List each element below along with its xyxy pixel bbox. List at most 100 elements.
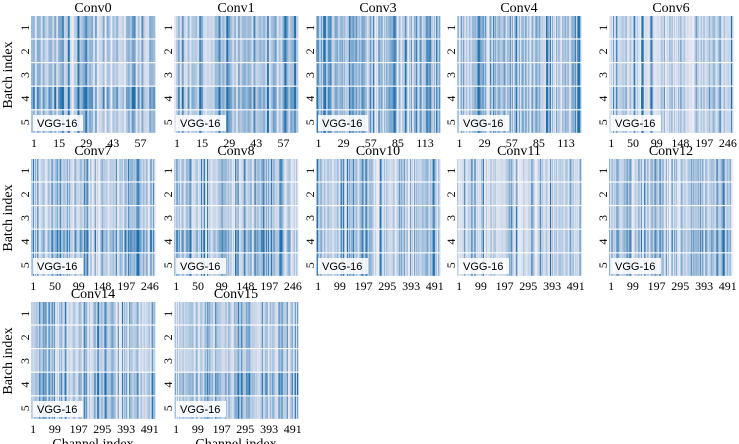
heatmap-cell <box>466 182 468 205</box>
heatmap-cell <box>547 16 550 39</box>
x-tick-label: 1 <box>173 279 179 293</box>
heatmap-cell <box>41 182 43 205</box>
heatmap-cell <box>570 182 573 205</box>
heatmap-cell <box>270 86 274 110</box>
heatmap-cell <box>340 182 343 205</box>
heatmap-cell <box>506 206 508 229</box>
heatmap-cell <box>621 86 623 110</box>
heatmap-cell <box>500 206 502 229</box>
heatmap-cell <box>62 182 64 205</box>
heatmap-cell <box>228 63 231 86</box>
heatmap-cell <box>472 182 474 205</box>
heatmap-cell <box>706 39 708 62</box>
heatmap-cell <box>566 63 568 86</box>
heatmap-cell <box>519 39 521 62</box>
heatmap-cell <box>62 63 65 86</box>
heatmap-cell <box>100 182 102 205</box>
heatmap-cell <box>278 63 281 86</box>
heatmap-cell <box>534 63 536 86</box>
heatmap-cell <box>46 159 48 182</box>
heatmap-cell <box>357 182 359 205</box>
heatmap-cell <box>60 229 63 253</box>
heatmap-cell <box>216 229 218 253</box>
heatmap-cell <box>578 110 581 133</box>
heatmap-cell <box>274 110 278 133</box>
heatmap-cell <box>523 253 525 276</box>
heatmap-cell <box>349 39 351 62</box>
heatmap-cell <box>383 182 385 205</box>
heatmap-cell <box>151 16 154 39</box>
heatmap-cell <box>647 63 649 86</box>
heatmap-cell <box>437 86 440 110</box>
heatmap-cell <box>507 16 510 39</box>
heatmap-cell <box>546 39 549 62</box>
heatmap-cell <box>510 229 513 253</box>
heatmap-cell <box>342 182 345 205</box>
heatmap-cell <box>473 159 475 182</box>
heatmap-cell <box>345 16 348 39</box>
heatmap-cell <box>58 16 61 39</box>
x-tick-label: 197 <box>355 279 373 293</box>
heatmap-cell <box>180 159 182 182</box>
heatmap-cell <box>237 159 239 182</box>
heatmap-cell <box>151 229 154 253</box>
heatmap-cell <box>529 253 531 276</box>
heatmap-cell <box>572 229 575 253</box>
heatmap-cell <box>488 16 490 39</box>
heatmap-cell <box>391 63 393 86</box>
heatmap-cell <box>281 159 283 182</box>
heatmap-cell <box>191 86 194 110</box>
heatmap-cell <box>292 206 295 229</box>
heatmap-cell <box>565 159 567 182</box>
heatmap-cell <box>363 39 365 62</box>
heatmap-cell <box>76 182 78 205</box>
heatmap-cell <box>654 86 656 110</box>
heatmap-cell <box>727 86 730 110</box>
heatmap-cell <box>418 110 420 133</box>
heatmap-cell <box>273 182 275 205</box>
heatmap-cell <box>372 182 375 205</box>
heatmap-cell <box>50 39 53 62</box>
heatmap-cell <box>621 39 623 62</box>
heatmap-cell <box>544 16 547 39</box>
heatmap-cell <box>458 182 460 205</box>
heatmap-cell <box>283 159 285 182</box>
heatmap-cell <box>147 16 150 39</box>
heatmap-cell <box>415 229 417 253</box>
heatmap-cell <box>429 159 432 182</box>
heatmap-cell <box>65 86 69 110</box>
heatmap-cell <box>613 86 615 110</box>
heatmap-cell <box>632 39 635 62</box>
heatmap-cell <box>705 86 707 110</box>
heatmap-cell <box>396 110 398 133</box>
heatmap-cell <box>83 63 86 86</box>
heatmap-cell <box>520 39 522 62</box>
heatmap-cell <box>691 63 694 86</box>
heatmap-cell <box>676 63 678 86</box>
heatmap-cell <box>80 159 82 182</box>
heatmap-cell <box>512 253 515 276</box>
heatmap-cell <box>460 159 462 182</box>
heatmap-cell <box>48 182 50 205</box>
heatmap-cell <box>464 229 466 253</box>
heatmap-cell <box>353 206 355 229</box>
heatmap-cell <box>116 159 119 182</box>
heatmap-cell <box>274 182 276 205</box>
heatmap-cell <box>689 63 691 86</box>
heatmap-cell <box>437 229 440 253</box>
heatmap-cell <box>292 253 295 276</box>
heatmap-cell <box>40 229 42 253</box>
heatmap-cell <box>384 16 386 39</box>
heatmap-cell <box>457 63 459 86</box>
heatmap-cell <box>67 229 69 253</box>
heatmap-cell <box>496 229 498 253</box>
heatmap-cell <box>512 159 515 182</box>
heatmap-cell <box>509 86 512 110</box>
heatmap-cell <box>226 229 229 253</box>
heatmap-cell <box>501 182 503 205</box>
heatmap-cell <box>107 229 109 253</box>
heatmap-cell <box>534 182 536 205</box>
heatmap-cell <box>135 39 138 62</box>
heatmap-cell <box>521 39 523 62</box>
heatmap-cell <box>187 159 189 182</box>
